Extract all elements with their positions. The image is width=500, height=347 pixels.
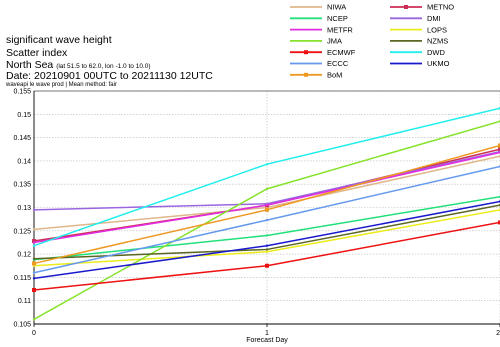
- y-tick-label: 0.11: [18, 298, 31, 305]
- series-lines: [32, 107, 500, 321]
- data-point-ecmwf: [265, 263, 269, 268]
- legend-label-dmi: DMI: [427, 14, 441, 23]
- data-point-eccc: [32, 271, 36, 274]
- data-point-bom: [32, 261, 36, 266]
- data-point-metno: [498, 147, 500, 152]
- chart-title-metric: Scatter index: [6, 47, 68, 59]
- data-point-dmi: [32, 208, 36, 212]
- x-tick-label: 2: [496, 330, 500, 337]
- y-tick-label: 0.15: [17, 112, 31, 119]
- data-point-metfr: [265, 203, 269, 207]
- legend: NIWA METNO NCEP DMI METFR LOPS JMA NZMS ECMWF DWD…: [290, 3, 454, 80]
- data-point-ukmo: [32, 277, 36, 280]
- legend-label-ecmwf: ECMWF: [327, 48, 356, 57]
- data-point-dwd: [265, 162, 269, 166]
- data-point-eccc: [265, 218, 269, 222]
- series-line-dwd: [33, 107, 500, 247]
- data-point-ecmwf: [32, 287, 36, 292]
- legend-marker-bom: [304, 72, 308, 77]
- legend-label-ncep: NCEP: [327, 14, 348, 23]
- legend-label-ukmo: UKMO: [427, 59, 450, 68]
- x-tick-label: 0: [32, 330, 36, 337]
- y-tick-label: 0.145: [13, 135, 31, 142]
- y-tick-label: 0.125: [13, 228, 31, 235]
- data-point-lops: [265, 250, 269, 253]
- chart-title-region: North Sea (lat 51.5 to 62.0, lon -1.0 to…: [6, 59, 151, 71]
- y-tick-label: 0.13: [17, 205, 31, 212]
- legend-label-metfr: METFR: [327, 25, 353, 34]
- y-tick-label: 0.12: [17, 252, 31, 259]
- data-point-metfr: [32, 241, 36, 244]
- data-point-nzms: [32, 257, 36, 260]
- legend-marker-ecmwf: [304, 50, 308, 55]
- data-point-bom: [265, 207, 269, 212]
- chart-title-dates: Date: 20210901 00UTC to 20211130 12UTC: [6, 70, 213, 82]
- y-tick-label: 0.105: [13, 322, 31, 329]
- legend-label-metno: METNO: [427, 3, 454, 12]
- data-point-jma: [265, 187, 269, 191]
- chart-title-variable: significant wave height: [6, 34, 112, 46]
- tick-labels: 0.105 0.11 0.115 0.12 0.125 0.13 0.135 0.14 0.14…: [13, 89, 500, 338]
- legend-label-bom: BoM: [327, 71, 342, 80]
- data-point-niwa: [32, 228, 36, 231]
- x-axis-title: Forecast Day: [246, 337, 288, 344]
- legend-label-eccc: ECCC: [327, 59, 349, 68]
- legend-label-dwd: DWD: [427, 48, 445, 57]
- y-tick-label: 0.14: [17, 158, 31, 165]
- chart-method-note: waveapi le wave prod | Mean method: fair: [6, 82, 117, 88]
- axes: [33, 90, 500, 327]
- legend-label-nzms: NZMS: [427, 37, 448, 46]
- data-point-ukmo: [265, 244, 269, 247]
- data-point-metno: [32, 239, 36, 244]
- data-point-nzms: [265, 248, 269, 251]
- data-point-jma: [32, 318, 36, 321]
- y-tick-label: 0.155: [13, 89, 31, 96]
- legend-label-jma: JMA: [327, 37, 342, 46]
- data-point-dwd: [32, 244, 36, 247]
- region-name: North Sea: [6, 59, 54, 71]
- y-tick-label: 0.135: [13, 182, 31, 189]
- legend-marker-metno: [404, 5, 408, 9]
- region-coords: (lat 51.5 to 62.0, lon -1.0 to 10.0): [56, 63, 151, 70]
- data-point-ecmwf: [498, 220, 500, 225]
- y-tick-label: 0.115: [14, 275, 31, 282]
- legend-label-lops: LOPS: [427, 25, 447, 34]
- legend-label-niwa: NIWA: [327, 3, 346, 12]
- data-point-ncep: [265, 234, 269, 237]
- data-point-bom: [498, 143, 500, 148]
- x-tick-label: 1: [265, 330, 269, 337]
